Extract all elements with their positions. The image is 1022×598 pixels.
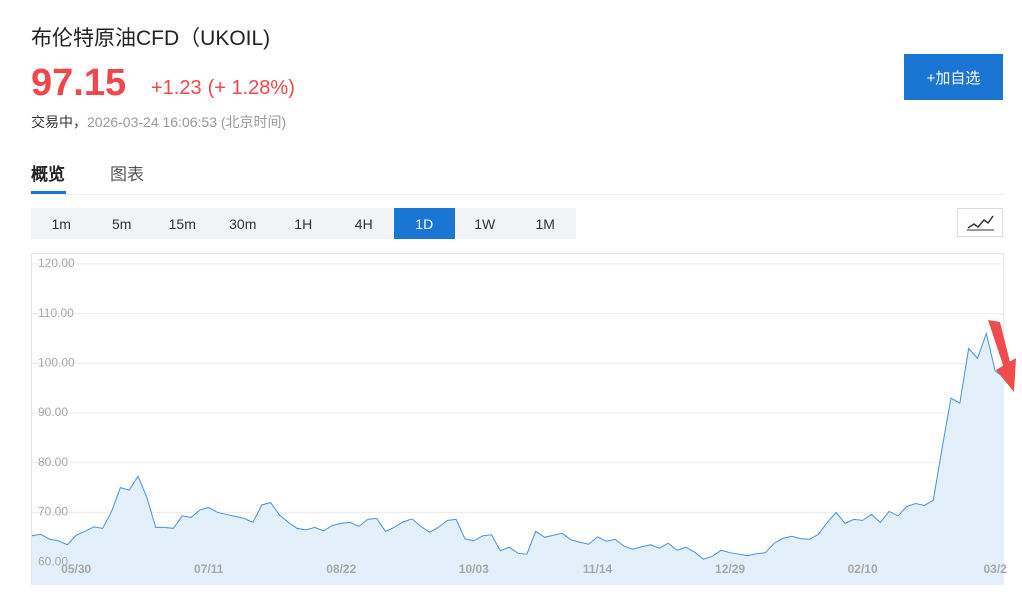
x-tick-label: 05/30 (61, 562, 91, 576)
timestamp: 2026-03-24 16:06:53 (87, 114, 217, 130)
title: 布伦特原油CFD（UKOIL) (31, 27, 271, 50)
annotation-arrow (988, 320, 1010, 368)
period-button[interactable]: 1M (535, 215, 555, 232)
change-pct: (+ 1.28%) (207, 77, 295, 99)
y-tick-label: 120.00 (38, 256, 75, 270)
period-button[interactable]: 1W (474, 215, 496, 232)
tab[interactable]: 图表 (110, 165, 144, 184)
x-tick-label: 03/2 (983, 562, 1007, 576)
tab-underline (31, 191, 66, 194)
status: 交易中， (31, 114, 87, 130)
tab[interactable]: 概览 (31, 165, 65, 184)
y-tick-label: 110.00 (38, 306, 74, 320)
period-button[interactable]: 1m (51, 215, 71, 232)
y-tick-label: 90.00 (38, 405, 68, 419)
period-button[interactable]: 5m (112, 215, 132, 232)
meta: 交易中，2026-03-24 16:06:53 (北京时间) (31, 112, 286, 132)
x-tick-label: 12/29 (715, 562, 745, 576)
x-tick-label: 02/10 (848, 562, 878, 576)
y-tick-label: 60.00 (38, 554, 68, 568)
period-button[interactable]: 30m (229, 215, 257, 232)
marks (31, 331, 1005, 585)
labels: 60.00 70.00 80.00 90.00 100.00 110.00 120.00 05… (38, 256, 1007, 576)
change-abs: +1.23 (151, 77, 202, 99)
price: 97.15 (31, 62, 127, 104)
x-tick-label: 08/22 (326, 562, 356, 576)
annotation-arrow-head (996, 358, 1016, 392)
period-bar: 1m 5m 15m 30m 1H 4H 1D 1W 1M (31, 208, 576, 239)
line (31, 331, 1005, 560)
y-tick-label: 100.00 (38, 356, 75, 370)
watch-button[interactable]: +加自选 (904, 54, 1003, 100)
x-tick-label: 07/11 (194, 562, 224, 576)
timezone: (北京时间) (220, 114, 287, 130)
chart-type-button[interactable] (957, 208, 1003, 237)
chart-type-icon (967, 215, 994, 231)
icon-line (967, 215, 994, 229)
change: +1.23 (+ 1.28%) (151, 77, 301, 100)
x-tick-label: 11/14 (583, 562, 613, 576)
grid (32, 263, 1004, 563)
plot-frame (31, 253, 1004, 585)
x-tick-label: 10/03 (459, 562, 489, 576)
period-button[interactable]: 4H (354, 215, 373, 232)
period-button[interactable]: 1H (294, 215, 313, 232)
y-tick-label: 70.00 (38, 505, 68, 519)
separator (31, 194, 1004, 195)
area (32, 333, 1004, 585)
period-button[interactable]: 1D (394, 208, 455, 239)
period-button[interactable]: 15m (168, 215, 196, 232)
y-tick-label: 80.00 (38, 455, 68, 469)
